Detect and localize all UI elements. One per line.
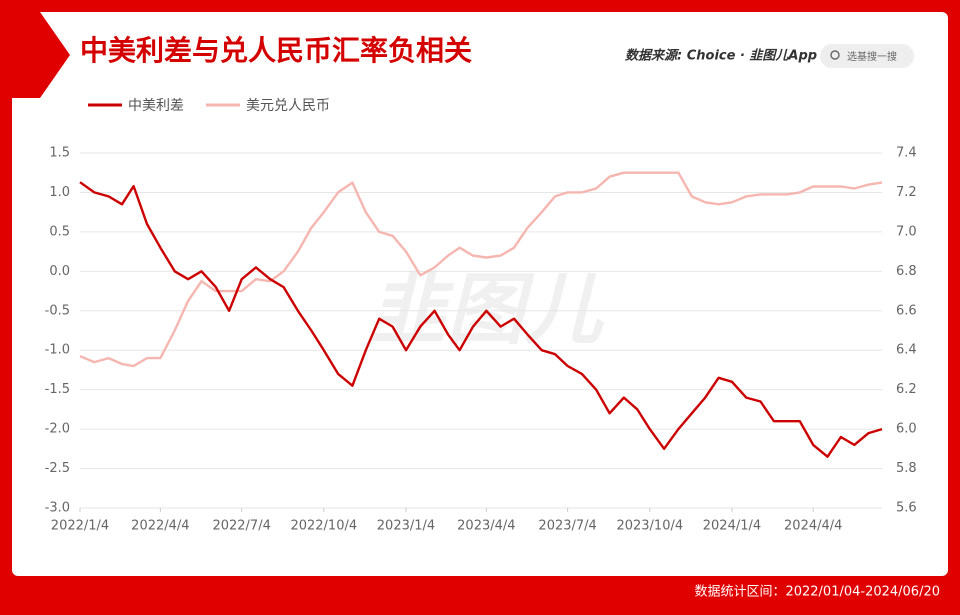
x-tick-label: 2022/4/4 — [131, 519, 189, 534]
legend-label: 美元兑人民币 — [246, 98, 330, 114]
x-tick-label: 2023/7/4 — [538, 519, 596, 534]
y-tick-label: -2.0 — [45, 422, 70, 437]
x-tick-label: 2022/10/4 — [290, 519, 357, 534]
series-line — [79, 181, 883, 458]
y-tick-label: -1.0 — [45, 343, 70, 358]
y-tick-label: -2.5 — [45, 461, 70, 476]
y2-tick-label: 7.0 — [896, 224, 917, 239]
x-tick-label: 2024/1/4 — [703, 519, 761, 534]
y-tick-label: -0.5 — [45, 303, 70, 318]
x-tick-label: 2023/1/4 — [377, 519, 435, 534]
y-tick-label: 0.5 — [49, 224, 70, 239]
x-tick-label: 2023/4/4 — [457, 519, 515, 534]
y2-tick-label: 5.6 — [896, 501, 917, 516]
y2-tick-label: 7.2 — [896, 185, 917, 200]
search-box[interactable] — [820, 44, 914, 68]
y-tick-label: 1.0 — [49, 185, 70, 200]
x-tick-label: 2024/4/4 — [784, 519, 842, 534]
y-tick-label: 0.0 — [49, 264, 70, 279]
search-icon — [830, 50, 840, 60]
y2-tick-label: 6.2 — [896, 382, 917, 397]
series-line — [79, 171, 883, 368]
legend-label: 中美利差 — [128, 98, 184, 114]
x-tick-label: 2022/7/4 — [212, 519, 270, 534]
y-tick-label: 1.5 — [49, 146, 70, 161]
corner-decoration — [12, 12, 70, 98]
x-tick-label: 2022/1/4 — [51, 519, 109, 534]
y2-tick-label: 6.8 — [896, 264, 917, 279]
y2-tick-label: 5.8 — [896, 461, 917, 476]
y2-tick-label: 7.4 — [896, 146, 917, 161]
search-text[interactable]: 选基搜一搜 — [847, 50, 897, 63]
y-tick-label: -3.0 — [45, 501, 70, 516]
footer: 数据统计区间：2022/01/04-2024/06/20 — [694, 585, 940, 600]
y2-tick-label: 6.6 — [896, 303, 917, 318]
x-tick-label: 2023/10/4 — [616, 519, 683, 534]
chart-title: 中美利差与兑人民币汇率负相关 — [80, 34, 472, 67]
y2-tick-label: 6.4 — [896, 343, 917, 358]
y-tick-label: -1.5 — [45, 382, 70, 397]
source: 数据来源: Choice · 韭图儿App — [625, 48, 817, 64]
y2-tick-label: 6.0 — [896, 422, 917, 437]
